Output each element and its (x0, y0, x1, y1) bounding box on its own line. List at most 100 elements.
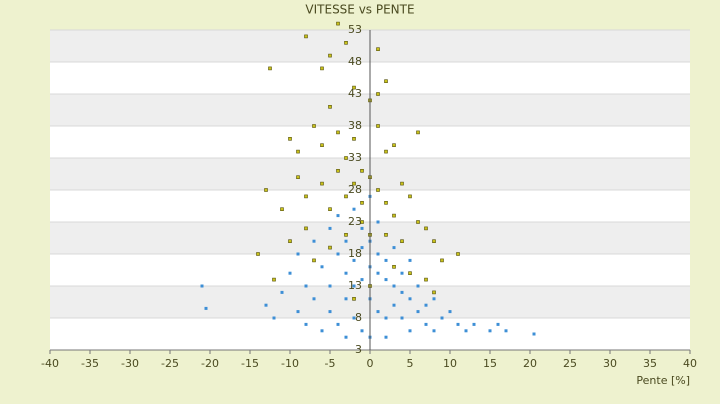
point (416, 284, 420, 288)
x-tick-label: -5 (325, 357, 336, 370)
point (360, 278, 364, 282)
point (464, 329, 468, 333)
point (384, 335, 388, 339)
point (456, 322, 460, 326)
point (296, 310, 300, 314)
point (432, 297, 436, 301)
y-tick-label: 33 (348, 151, 362, 164)
point (488, 329, 492, 333)
point (400, 271, 404, 275)
y-tick-label: 38 (348, 119, 362, 132)
x-tick-label: -10 (281, 357, 299, 370)
point (336, 214, 340, 218)
point (432, 329, 436, 333)
point (384, 316, 388, 320)
point (384, 278, 388, 282)
point (376, 188, 380, 192)
point (344, 239, 348, 243)
x-tick-label: -20 (201, 357, 219, 370)
point (440, 258, 444, 263)
point (344, 335, 348, 339)
point (416, 310, 420, 314)
point (320, 265, 324, 269)
point (288, 137, 292, 141)
point (328, 245, 332, 250)
point (328, 226, 332, 230)
point (424, 303, 428, 307)
point (392, 303, 396, 307)
point (344, 194, 348, 199)
point (304, 34, 308, 39)
x-tick-label: 15 (483, 357, 497, 370)
point (376, 47, 380, 52)
x-tick-label: -40 (41, 357, 59, 370)
point (376, 252, 380, 256)
y-tick-label: 48 (348, 55, 362, 68)
point (416, 130, 420, 135)
y-tick-label: 18 (348, 247, 362, 260)
point (360, 226, 364, 230)
point (360, 246, 364, 250)
point (376, 310, 380, 314)
point (376, 92, 380, 96)
y-tick-label: 8 (355, 311, 362, 324)
point (344, 233, 348, 237)
y-tick-label: 3 (355, 343, 362, 356)
point (352, 258, 356, 262)
point (296, 149, 300, 154)
x-axis-title: Pente [%] (636, 374, 690, 387)
point (336, 21, 340, 26)
point (256, 252, 260, 256)
point (280, 290, 284, 294)
chart-title: VITESSE vs PENTE (305, 3, 414, 17)
point (376, 220, 380, 224)
point (200, 284, 204, 288)
point (384, 149, 388, 154)
x-tick-label: -30 (121, 357, 139, 370)
point (504, 329, 508, 333)
point (296, 252, 300, 256)
point (272, 277, 276, 282)
point (336, 130, 340, 135)
point (432, 239, 436, 243)
point (400, 316, 404, 320)
x-tick-label: 0 (367, 357, 374, 370)
y-tick-label: 23 (348, 215, 362, 228)
point (416, 220, 420, 224)
point (384, 233, 388, 237)
y-tick-label: 53 (348, 23, 362, 36)
x-tick-label: 35 (643, 357, 657, 370)
x-tick-label: 20 (523, 357, 537, 370)
point (424, 322, 428, 326)
point (352, 181, 356, 186)
point (304, 194, 308, 199)
point (352, 296, 356, 301)
point (304, 284, 308, 288)
point (344, 271, 348, 275)
point (400, 239, 404, 243)
y-tick-label: 28 (348, 183, 362, 196)
point (424, 226, 428, 231)
point (288, 271, 292, 275)
point (392, 264, 396, 269)
point (440, 316, 444, 320)
point (312, 239, 316, 243)
point (448, 310, 452, 314)
point (336, 252, 340, 256)
y-tick-label: 43 (348, 87, 362, 100)
x-tick-label: 5 (407, 357, 414, 370)
point (392, 143, 396, 147)
x-tick-label: 25 (563, 357, 577, 370)
point (408, 194, 412, 199)
point (336, 322, 340, 326)
point (264, 303, 268, 307)
point (268, 66, 272, 71)
point (456, 252, 460, 256)
point (304, 226, 308, 231)
point (320, 143, 324, 147)
point (344, 156, 348, 160)
point (360, 201, 364, 205)
point (384, 258, 388, 262)
y-tick-label: 13 (348, 279, 362, 292)
